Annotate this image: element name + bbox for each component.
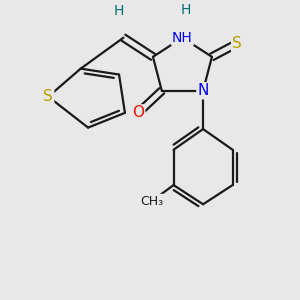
Text: N: N bbox=[197, 83, 209, 98]
Text: S: S bbox=[44, 89, 53, 104]
Text: H: H bbox=[114, 4, 124, 18]
Text: H: H bbox=[180, 3, 190, 17]
Text: CH₃: CH₃ bbox=[140, 195, 163, 208]
Text: O: O bbox=[132, 105, 144, 120]
Text: NH: NH bbox=[172, 31, 193, 45]
Text: S: S bbox=[232, 36, 242, 51]
